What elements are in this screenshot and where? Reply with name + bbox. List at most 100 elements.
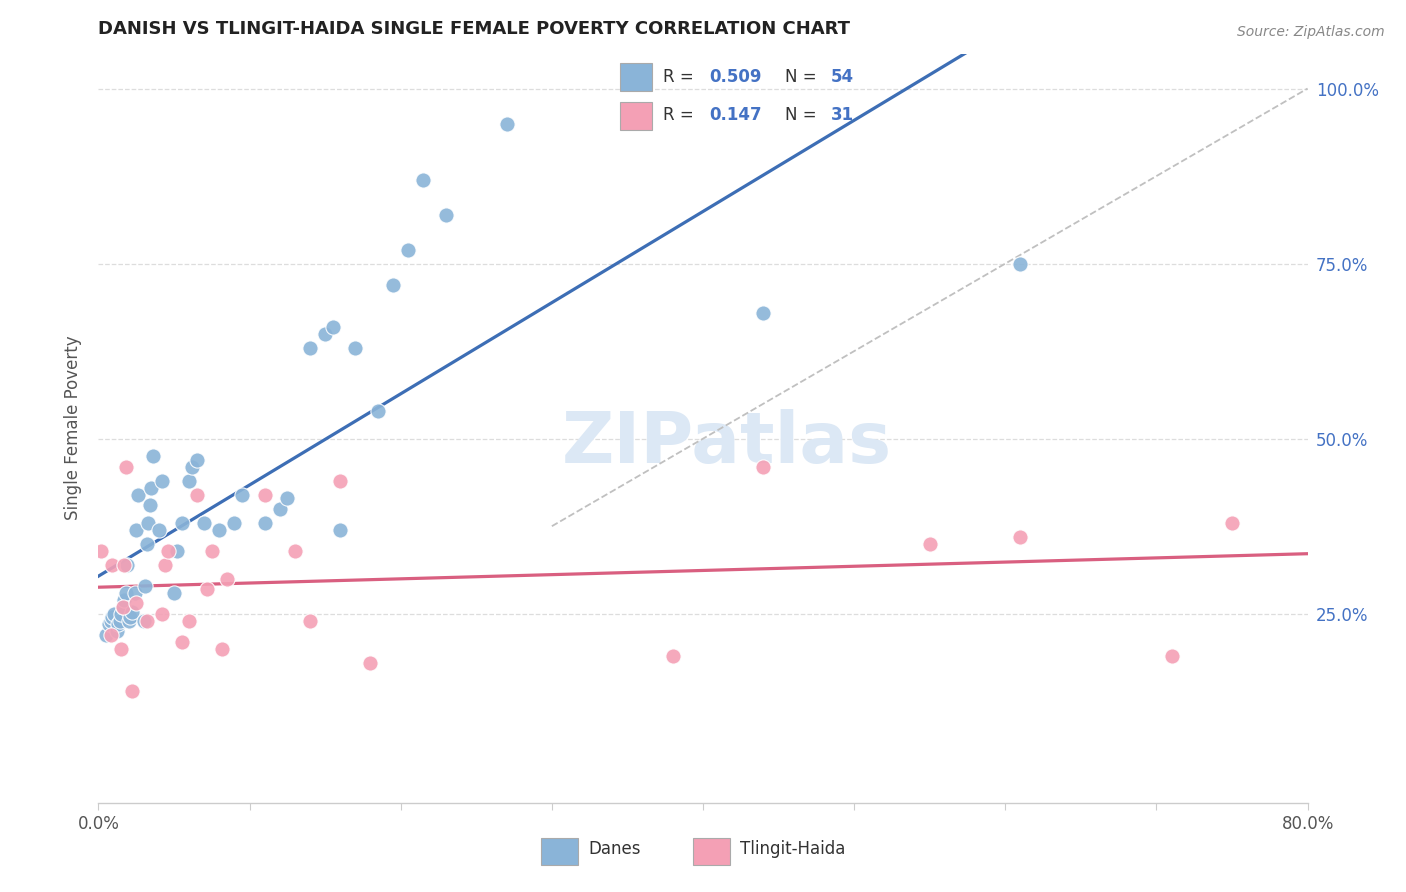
Point	[142, 449, 165, 463]
Point	[110, 607, 132, 621]
Point	[344, 341, 367, 355]
Point	[112, 592, 135, 607]
Point	[1010, 530, 1032, 544]
Point	[114, 585, 136, 599]
Point	[94, 628, 117, 642]
Point	[120, 610, 142, 624]
Point	[121, 683, 143, 698]
FancyBboxPatch shape	[620, 102, 652, 130]
Point	[121, 605, 143, 619]
Point	[918, 537, 941, 551]
Point	[110, 641, 132, 656]
Text: Tlingit-Haida: Tlingit-Haida	[740, 840, 845, 858]
Point	[661, 648, 683, 663]
Point	[100, 614, 122, 628]
Text: 0.147: 0.147	[710, 106, 762, 124]
Point	[253, 516, 276, 530]
FancyBboxPatch shape	[620, 62, 652, 91]
Point	[90, 543, 112, 558]
Point	[211, 641, 233, 656]
Text: 54: 54	[831, 68, 853, 86]
Text: 0.509: 0.509	[710, 68, 762, 86]
Point	[170, 634, 193, 648]
Point	[495, 117, 517, 131]
FancyBboxPatch shape	[693, 838, 730, 865]
Point	[360, 656, 382, 670]
Point	[195, 582, 218, 597]
Point	[115, 558, 138, 572]
Point	[124, 585, 146, 599]
Point	[181, 459, 204, 474]
Point	[186, 488, 208, 502]
Point	[752, 305, 775, 319]
Point	[215, 572, 238, 586]
Point	[179, 474, 201, 488]
Point	[98, 617, 121, 632]
Point	[224, 516, 246, 530]
Text: R =: R =	[664, 106, 704, 124]
Text: 31: 31	[831, 106, 853, 124]
Point	[118, 614, 141, 628]
Point	[179, 614, 201, 628]
Point	[136, 516, 159, 530]
Point	[101, 610, 124, 624]
Point	[201, 543, 224, 558]
Point	[111, 599, 134, 614]
Point	[299, 614, 322, 628]
Point	[1160, 648, 1182, 663]
Point	[127, 488, 149, 502]
Point	[135, 614, 157, 628]
Point	[382, 277, 405, 292]
Point	[412, 172, 434, 186]
Point	[193, 516, 215, 530]
Point	[1010, 257, 1032, 271]
Point	[132, 614, 155, 628]
Point	[186, 452, 208, 467]
Point	[208, 523, 231, 537]
Y-axis label: Single Female Poverty: Single Female Poverty	[65, 336, 83, 520]
Point	[322, 319, 344, 334]
Point	[125, 523, 148, 537]
Point	[329, 474, 352, 488]
Point	[153, 558, 176, 572]
Point	[114, 459, 136, 474]
Point	[107, 617, 129, 632]
Point	[156, 543, 179, 558]
Point	[276, 491, 298, 506]
Point	[269, 501, 291, 516]
Point	[752, 459, 775, 474]
Point	[111, 599, 134, 614]
FancyBboxPatch shape	[541, 838, 578, 865]
Point	[150, 607, 173, 621]
Text: ZIPatlas: ZIPatlas	[562, 409, 893, 477]
Point	[108, 614, 131, 628]
Text: R =: R =	[664, 68, 700, 86]
Point	[105, 624, 128, 639]
Point	[170, 516, 193, 530]
Point	[166, 543, 188, 558]
Point	[148, 523, 170, 537]
Point	[329, 523, 352, 537]
Point	[367, 403, 389, 417]
Point	[101, 558, 124, 572]
Point	[314, 326, 336, 341]
Point	[163, 585, 186, 599]
Text: N =: N =	[785, 106, 827, 124]
Point	[253, 488, 276, 502]
Point	[434, 208, 457, 222]
Point	[1220, 516, 1243, 530]
Text: DANISH VS TLINGIT-HAIDA SINGLE FEMALE POVERTY CORRELATION CHART: DANISH VS TLINGIT-HAIDA SINGLE FEMALE PO…	[98, 21, 851, 38]
Point	[150, 474, 173, 488]
Point	[135, 537, 157, 551]
Point	[284, 543, 307, 558]
Point	[139, 498, 162, 512]
Text: Danes: Danes	[588, 840, 641, 858]
Point	[231, 488, 253, 502]
Point	[141, 481, 163, 495]
Point	[134, 579, 156, 593]
Text: Source: ZipAtlas.com: Source: ZipAtlas.com	[1237, 25, 1385, 39]
Point	[396, 243, 419, 257]
Point	[100, 628, 122, 642]
Point	[112, 558, 135, 572]
Text: N =: N =	[785, 68, 821, 86]
